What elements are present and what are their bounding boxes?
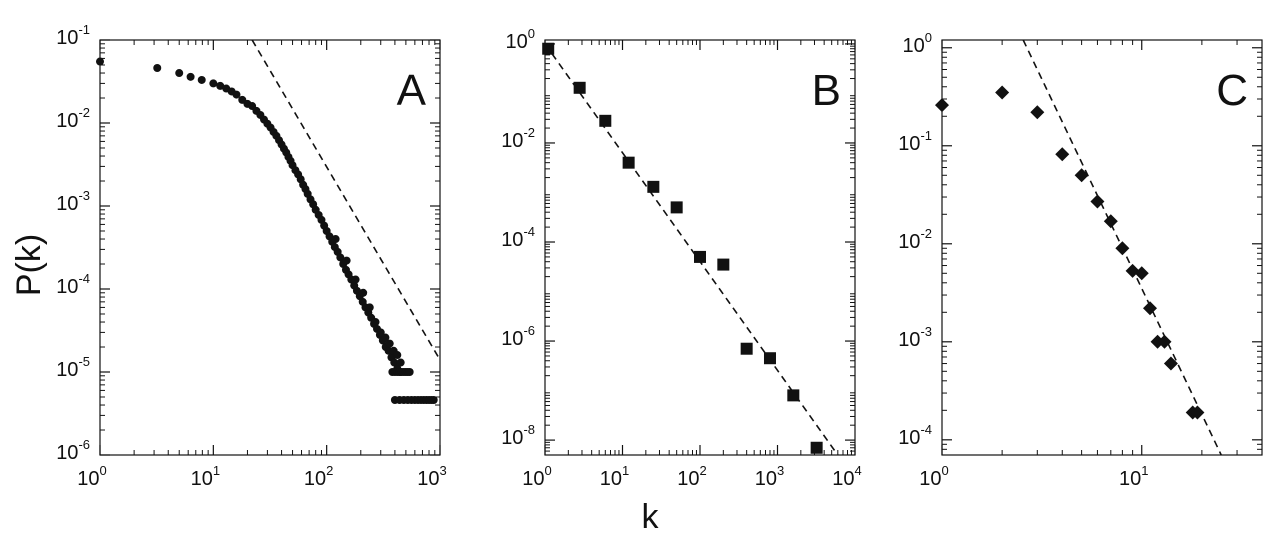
data-point <box>390 358 399 367</box>
data-point <box>573 81 586 94</box>
x-tick-label: 100 <box>77 463 106 490</box>
data-point <box>429 395 438 404</box>
data-point <box>376 328 385 337</box>
panel-b: 100 101 102 103 104 100 10-2 10-4 10-6 10-8 B <box>501 26 862 490</box>
x-tick-label: 103 <box>417 463 446 490</box>
plot-frame <box>544 39 856 456</box>
data-point <box>763 352 776 365</box>
y-tick-label: 10-3 <box>56 188 90 215</box>
data-point <box>1190 405 1205 420</box>
data-point <box>396 358 405 367</box>
data-point <box>381 333 390 342</box>
data-point <box>1134 266 1149 281</box>
data-point <box>1115 241 1130 256</box>
data-point <box>1103 214 1118 229</box>
data-point <box>694 250 706 263</box>
data-point <box>787 389 800 402</box>
y-tick-label: 100 <box>903 30 932 57</box>
x-tick-label: 101 <box>191 463 220 490</box>
y-tick-label: 10-1 <box>56 22 90 49</box>
data-point <box>717 258 730 271</box>
x-tick-label: 102 <box>304 463 333 490</box>
y-tick-label: 10-6 <box>56 437 90 464</box>
data-point <box>1074 168 1089 183</box>
y-tick-label: 10-3 <box>898 324 932 351</box>
data-point <box>542 42 555 55</box>
data-point <box>153 63 162 72</box>
data-point <box>1090 194 1105 209</box>
data-point <box>1157 334 1172 349</box>
data-point <box>385 339 394 348</box>
data-point <box>336 253 345 262</box>
panel-label: B <box>812 66 841 115</box>
power-law-fit-line <box>251 40 440 361</box>
data-point <box>365 303 374 312</box>
data-point <box>216 81 225 90</box>
data-point <box>405 368 414 376</box>
data-point <box>342 256 351 265</box>
x-tick-label: 102 <box>677 463 706 490</box>
panel-a: 100 101 102 103 10-1 10-2 10-3 10-4 10-5 10-6 A <box>56 22 447 490</box>
data-point <box>351 275 360 284</box>
y-tick-label: 10-1 <box>898 128 932 155</box>
plot-frame <box>941 39 1263 456</box>
x-tick-label: 100 <box>919 463 948 490</box>
data-point <box>232 90 241 99</box>
x-tick-label: 100 <box>522 463 551 490</box>
data-point <box>647 180 660 193</box>
y-tick-label: 10-2 <box>501 125 535 152</box>
data-point <box>209 79 218 88</box>
x-tick-label: 101 <box>1119 463 1148 490</box>
data-point <box>810 441 823 454</box>
y-tick-label: 10-4 <box>898 422 932 449</box>
panel-c: 100 101 100 10-1 10-2 10-3 10-4 C <box>898 30 1263 490</box>
plot-frame <box>99 39 441 456</box>
data-point <box>995 85 1010 100</box>
y-tick-label: 10-2 <box>898 226 932 253</box>
data-point <box>599 114 612 127</box>
x-tick-label: 103 <box>755 463 784 490</box>
data-point <box>935 98 949 113</box>
data-point <box>371 318 380 327</box>
data-point <box>186 72 195 81</box>
y-tick-label: 10-2 <box>56 105 90 132</box>
data-point <box>175 69 184 78</box>
y-tick-label: 10-5 <box>56 354 90 381</box>
data-point <box>1163 356 1178 371</box>
x-tick-label: 104 <box>832 463 861 490</box>
data-point <box>197 75 206 84</box>
data-point <box>1143 301 1158 316</box>
y-axis-label: P(k) <box>10 234 48 296</box>
x-axis-label: k <box>642 498 660 536</box>
data-point <box>359 288 368 297</box>
data-point <box>670 201 683 214</box>
y-tick-label: 10-8 <box>501 422 535 449</box>
panel-label: A <box>397 66 427 115</box>
data-point <box>1030 105 1045 120</box>
data-point <box>393 351 402 360</box>
y-tick-label: 10-4 <box>501 224 535 251</box>
power-law-fit-line <box>545 43 839 455</box>
y-tick-label: 100 <box>506 26 535 53</box>
x-tick-label: 101 <box>600 463 629 490</box>
data-point <box>331 235 340 244</box>
y-tick-label: 10-4 <box>56 271 90 298</box>
data-point <box>96 57 104 66</box>
data-point <box>1055 147 1070 162</box>
panel-label: C <box>1216 66 1248 115</box>
data-point <box>740 342 753 355</box>
data-point <box>622 156 635 169</box>
y-tick-label: 10-6 <box>501 323 535 350</box>
